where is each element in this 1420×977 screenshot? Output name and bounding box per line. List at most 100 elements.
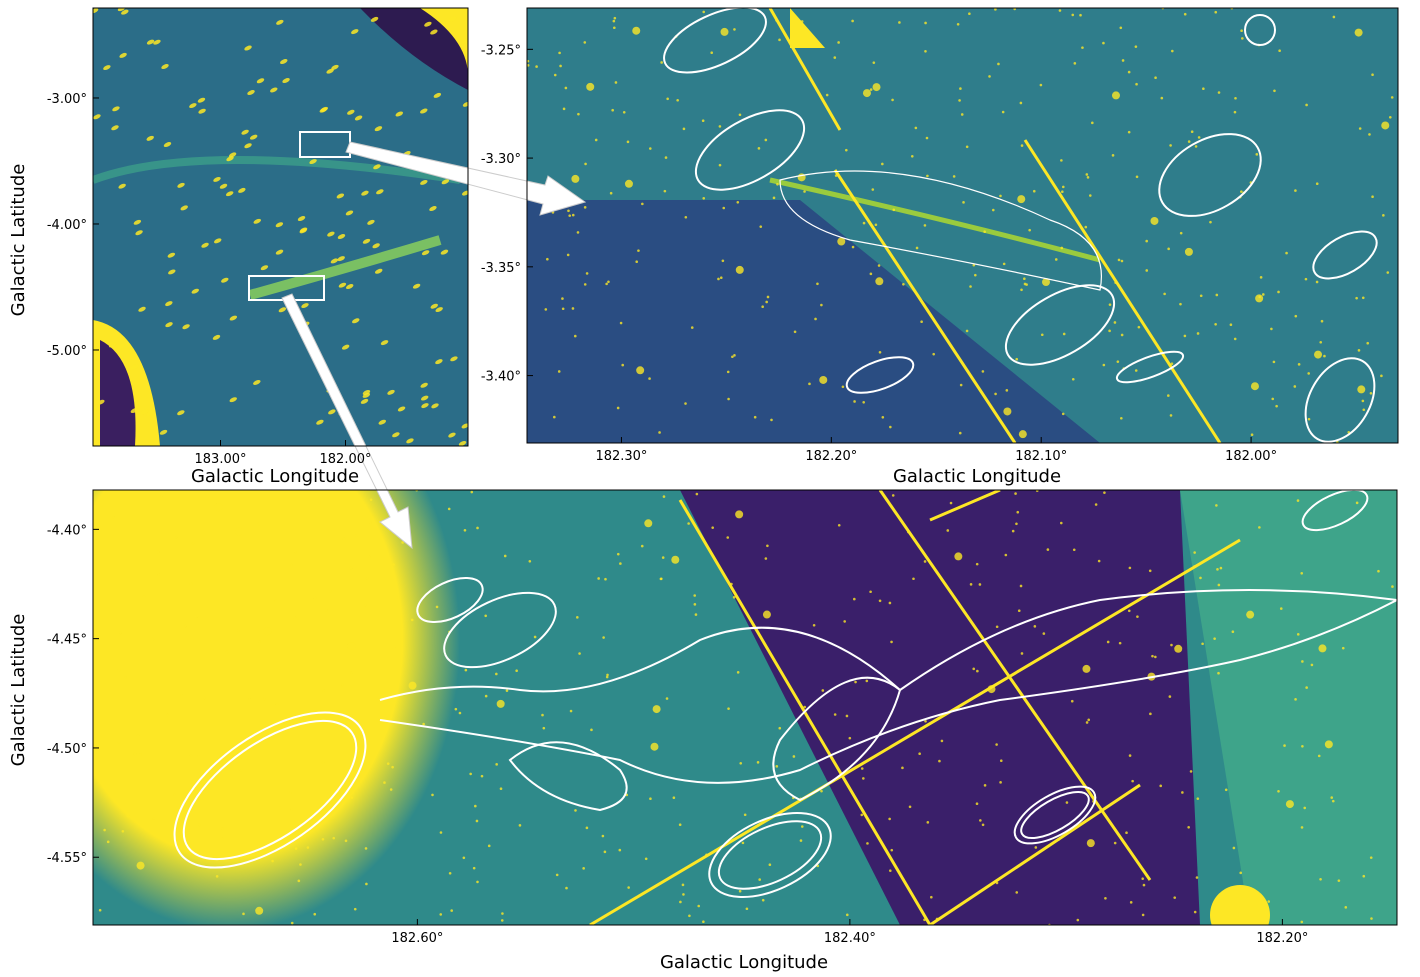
y-tick-label: -4.45°: [47, 633, 87, 648]
star: [574, 809, 577, 812]
star: [879, 351, 882, 354]
star: [350, 567, 353, 570]
star: [495, 673, 498, 676]
star: [1301, 826, 1304, 829]
star: [1355, 29, 1363, 37]
star: [1121, 334, 1124, 337]
y-tick-label: -4.50°: [47, 742, 87, 757]
star: [278, 667, 281, 670]
star: [1188, 140, 1191, 143]
star: [1117, 360, 1120, 363]
star: [463, 856, 466, 859]
star: [1391, 96, 1394, 99]
star: [930, 896, 933, 899]
star: [567, 209, 570, 212]
star: [1262, 293, 1265, 296]
star: [890, 849, 893, 852]
star: [584, 206, 587, 209]
star: [590, 729, 593, 732]
star: [881, 163, 884, 166]
star: [635, 260, 638, 263]
star: [946, 529, 949, 532]
star: [695, 613, 698, 616]
star: [637, 249, 640, 252]
star: [583, 41, 586, 44]
star: [1359, 127, 1362, 130]
star: [1167, 248, 1170, 251]
star: [1230, 323, 1233, 326]
x-tick-label: 182.30°: [595, 449, 647, 464]
star: [196, 615, 199, 618]
star: [1285, 252, 1288, 255]
star: [411, 619, 414, 622]
star: [878, 264, 881, 267]
star: [1355, 297, 1358, 300]
star: [1112, 91, 1120, 99]
star: [345, 840, 348, 843]
star: [1197, 332, 1200, 335]
x-axis-label: Galactic Longitude: [893, 466, 1061, 487]
star: [476, 820, 479, 823]
star: [1014, 492, 1017, 495]
star: [994, 393, 997, 396]
star: [571, 175, 579, 183]
star: [255, 907, 263, 915]
star: [683, 128, 686, 131]
star: [258, 640, 261, 643]
star: [653, 705, 661, 713]
star: [1005, 554, 1008, 557]
star: [915, 127, 918, 130]
star: [1119, 26, 1122, 29]
star: [1018, 609, 1021, 612]
star: [1091, 122, 1094, 125]
star: [535, 65, 538, 68]
star: [1119, 642, 1122, 645]
star: [1167, 394, 1170, 397]
star: [1305, 686, 1308, 689]
star: [1062, 413, 1065, 416]
star: [354, 908, 357, 911]
star: [586, 272, 589, 275]
star: [473, 867, 476, 870]
star: [645, 857, 648, 860]
star: [658, 431, 661, 434]
star: [470, 491, 473, 494]
star: [1370, 392, 1373, 395]
star: [1213, 637, 1216, 640]
star: [124, 676, 127, 679]
star: [325, 609, 328, 612]
star: [649, 147, 652, 150]
star: [221, 827, 224, 830]
star: [735, 510, 743, 518]
star: [565, 87, 568, 90]
star: [611, 109, 614, 112]
star: [534, 636, 537, 639]
star: [1218, 91, 1221, 94]
star: [1129, 567, 1132, 570]
star: [1020, 102, 1023, 105]
star: [918, 752, 921, 755]
star: [924, 22, 927, 25]
star: [383, 781, 386, 784]
star: [726, 536, 729, 539]
star: [641, 203, 644, 206]
star: [1023, 277, 1026, 280]
star: [576, 616, 579, 619]
star: [1277, 790, 1280, 793]
star: [1181, 791, 1184, 794]
star: [584, 163, 587, 166]
star: [1314, 351, 1322, 359]
star: [1319, 878, 1322, 881]
star: [440, 831, 443, 834]
star: [519, 824, 522, 827]
star: [976, 802, 979, 805]
star: [722, 207, 725, 210]
star: [570, 710, 573, 713]
star: [617, 407, 620, 410]
star: [739, 890, 742, 893]
star: [369, 521, 372, 524]
star: [684, 402, 687, 405]
star: [365, 883, 368, 886]
star: [1171, 50, 1174, 53]
star: [180, 694, 183, 697]
